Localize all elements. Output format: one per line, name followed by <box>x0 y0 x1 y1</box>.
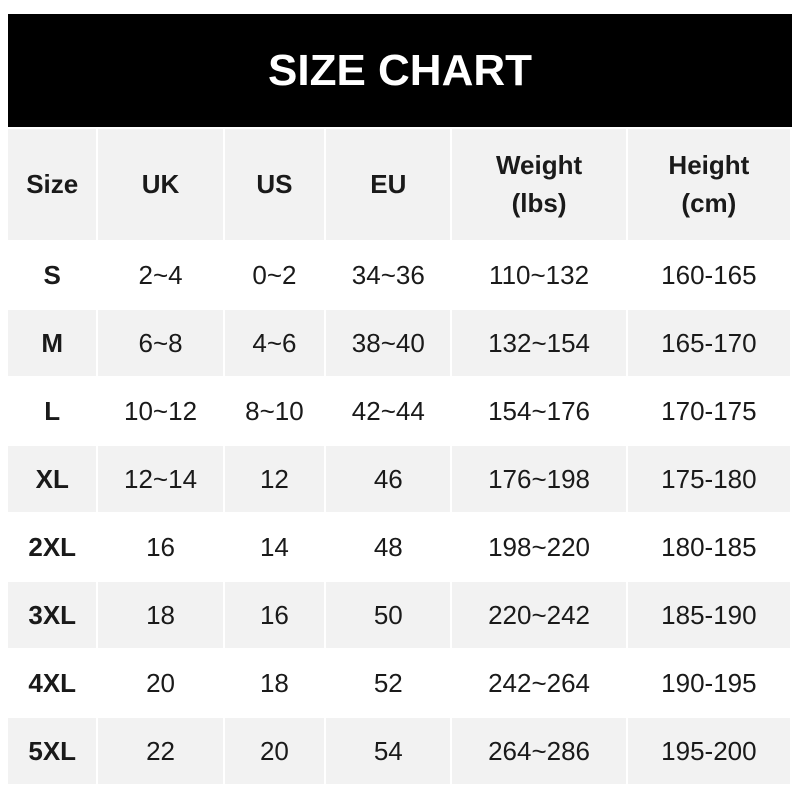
cell-us: 16 <box>224 582 325 648</box>
cell-size: XL <box>8 446 97 512</box>
cell-size: S <box>43 259 61 290</box>
cell-eu: 34~36 <box>351 259 425 290</box>
cell-uk: 18 <box>98 582 223 648</box>
table-row: 4XL 20 18 52 242~264 190-195 <box>8 650 790 716</box>
cell-weight: 264~286 <box>452 718 626 784</box>
cell-size: 3XL <box>8 582 97 648</box>
cell-weight: 220~242 <box>452 582 626 648</box>
cell-eu: 52 <box>373 667 403 698</box>
cell-us: 20 <box>224 718 325 784</box>
cell-height: 195-200 <box>627 718 790 784</box>
cell-uk: 22 <box>98 718 223 784</box>
cell-us: 8~10 <box>245 395 304 426</box>
cell-us: 14 <box>259 531 289 562</box>
cell-eu: 54 <box>326 718 451 784</box>
cell-us: 12 <box>224 446 325 512</box>
cell-eu: 42~44 <box>351 395 425 426</box>
table-row: 5XL 22 20 54 264~286 195-200 <box>8 718 790 784</box>
cell-size: 2XL <box>28 531 77 562</box>
cell-weight: 132~154 <box>452 310 626 376</box>
header-height: Height (cm) <box>627 129 790 240</box>
cell-uk: 6~8 <box>98 310 223 376</box>
cell-uk: 16 <box>146 531 175 562</box>
cell-uk: 12~14 <box>98 446 223 512</box>
header-size: Size <box>8 129 97 240</box>
cell-size: L <box>44 395 61 426</box>
header-uk: UK <box>98 129 223 240</box>
cell-eu: 38~40 <box>326 310 451 376</box>
cell-weight: 110~132 <box>489 259 590 290</box>
cell-eu: 50 <box>326 582 451 648</box>
header-eu: EU <box>326 129 451 240</box>
table-row: 3XL 18 16 50 220~242 185-190 <box>8 582 790 648</box>
cell-us: 18 <box>259 667 289 698</box>
cell-height: 190-195 <box>661 667 757 698</box>
cell-weight: 154~176 <box>488 395 591 426</box>
cell-eu: 48 <box>373 531 403 562</box>
cell-weight: 176~198 <box>452 446 626 512</box>
cell-height: 185-190 <box>627 582 790 648</box>
header-weight-label: Weight <box>495 149 583 180</box>
cell-weight: 242~264 <box>488 667 591 698</box>
cell-us: 4~6 <box>224 310 325 376</box>
header-weight-unit: (lbs) <box>511 187 567 218</box>
table-row: L 10~12 8~10 42~44 154~176 170-175 <box>8 378 790 444</box>
cell-height: 175-180 <box>627 446 790 512</box>
cell-uk: 20 <box>146 667 175 698</box>
table-row: 2XL 16 14 48 198~220 180-185 <box>8 514 790 580</box>
table-row: XL 12~14 12 46 176~198 175-180 <box>8 446 790 512</box>
header-height-unit: (cm) <box>681 187 737 218</box>
table-row: S 2~4 0~2 34~36 110~132 160-165 <box>8 242 790 308</box>
cell-size: M <box>8 310 97 376</box>
size-chart-table: Size UK US EU Weight (lbs) Height (cm) S 2~… <box>6 127 792 786</box>
size-chart-title: SIZE CHART <box>8 14 792 127</box>
cell-eu: 46 <box>326 446 451 512</box>
cell-us: 0~2 <box>252 259 297 290</box>
cell-size: 5XL <box>8 718 97 784</box>
cell-size: 4XL <box>28 667 77 698</box>
cell-weight: 198~220 <box>488 531 591 562</box>
cell-height: 165-170 <box>627 310 790 376</box>
cell-height: 180-185 <box>661 531 757 562</box>
header-weight: Weight (lbs) <box>452 129 626 240</box>
cell-height: 160-165 <box>661 259 757 290</box>
table-row: M 6~8 4~6 38~40 132~154 165-170 <box>8 310 790 376</box>
cell-uk: 2~4 <box>138 259 183 290</box>
header-row: Size UK US EU Weight (lbs) Height (cm) <box>8 129 790 240</box>
cell-height: 170-175 <box>661 395 757 426</box>
cell-uk: 10~12 <box>124 395 198 426</box>
header-height-label: Height <box>668 149 750 180</box>
header-us: US <box>224 129 325 240</box>
